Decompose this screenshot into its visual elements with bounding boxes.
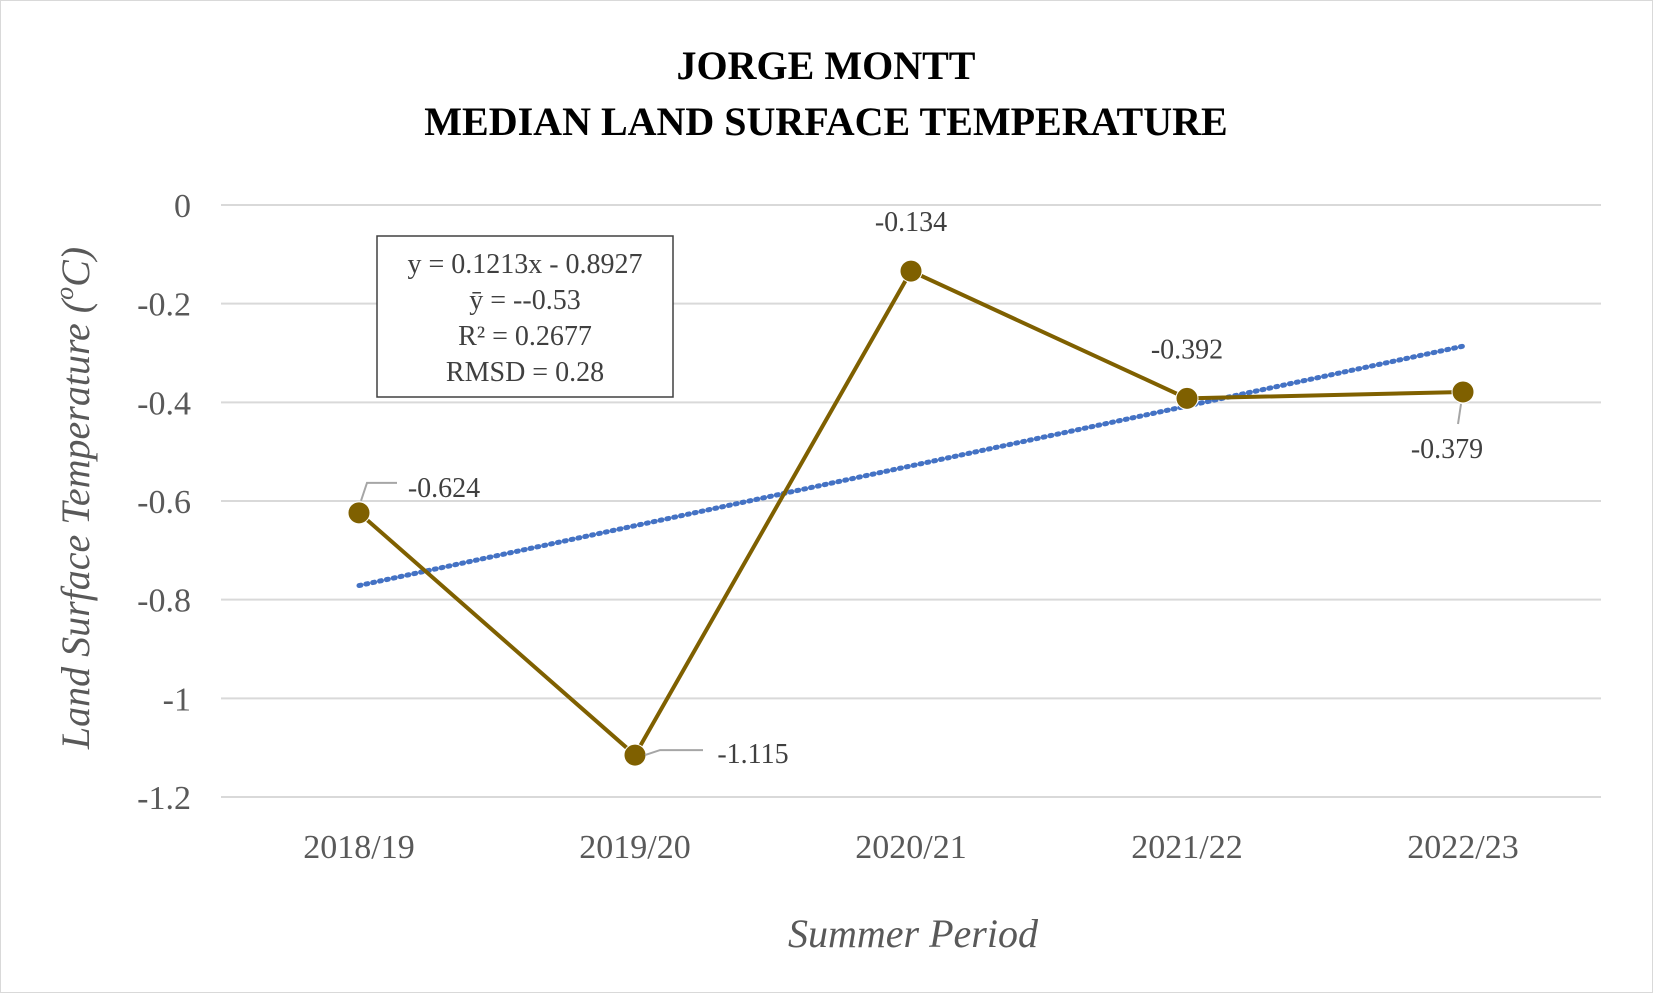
annotation-r-squared: R² = 0.2677 <box>458 321 592 352</box>
series <box>347 259 1475 767</box>
y-tick-label: -0.2 <box>137 287 191 324</box>
y-tick-label: -1 <box>163 681 191 718</box>
annotation-box-border <box>376 235 674 398</box>
data-label-leader <box>1457 403 1462 425</box>
x-axis-title: Summer Period <box>788 911 1039 956</box>
chart-title-line-2: MEDIAN LAND SURFACE TEMPERATURE <box>424 99 1227 144</box>
data-label: -1.115 <box>717 739 788 770</box>
chart-title-line-1: JORGE MONTT <box>677 43 976 88</box>
x-tick-label: 2022/23 <box>1407 829 1518 866</box>
x-tick-label: 2021/22 <box>1131 829 1242 866</box>
y-axis-title: Land Surface Temperature (oC) <box>50 247 98 750</box>
data-point <box>347 501 371 525</box>
data-point <box>1451 380 1475 404</box>
y-axis-title-main: Land Surface Temperature ( <box>53 297 98 750</box>
annotation-rmsd: RMSD = 0.28 <box>446 357 604 388</box>
annotation-mean: ȳ = --0.53 <box>469 285 580 316</box>
data-label: -0.624 <box>408 473 480 504</box>
x-tick-label: 2019/20 <box>579 829 690 866</box>
data-label-leader <box>360 481 397 502</box>
trendline-segment <box>356 343 1466 589</box>
trendline <box>356 343 1466 589</box>
y-axis-title-end: C) <box>53 247 98 287</box>
y-tick-label: -0.6 <box>137 484 191 521</box>
data-labels: -0.624 -1.115 -0.134 -0.392 -0.379 <box>408 207 1483 770</box>
data-label: -0.134 <box>875 207 947 238</box>
y-tick-label: -0.8 <box>137 583 191 620</box>
y-tick-label: -1.2 <box>137 780 191 817</box>
y-axis-ticks: 0 -0.2 -0.4 -0.6 -0.8 -1 -1.2 <box>137 188 191 817</box>
data-label-leader <box>644 749 703 757</box>
x-tick-label: 2018/19 <box>303 829 414 866</box>
annotation-equation: y = 0.1213x - 0.8927 <box>407 249 642 280</box>
data-point <box>1175 386 1199 410</box>
y-axis-title-superscript: o <box>50 287 79 300</box>
x-axis-ticks: 2018/19 2019/20 2020/21 2021/22 2022/23 <box>303 829 1518 866</box>
data-label: -0.379 <box>1411 434 1483 465</box>
regression-annotation-box: y = 0.1213x - 0.8927 ȳ = --0.53 R² = 0.2… <box>376 235 674 398</box>
x-tick-label: 2020/21 <box>855 829 966 866</box>
data-point <box>623 743 647 767</box>
y-tick-label: 0 <box>174 188 191 225</box>
data-label: -0.392 <box>1151 334 1223 365</box>
chart-title: JORGE MONTT MEDIAN LAND SURFACE TEMPERAT… <box>424 43 1227 144</box>
y-tick-label: -0.4 <box>137 385 191 422</box>
label-leader-lines <box>360 403 1462 757</box>
data-point <box>899 259 923 283</box>
